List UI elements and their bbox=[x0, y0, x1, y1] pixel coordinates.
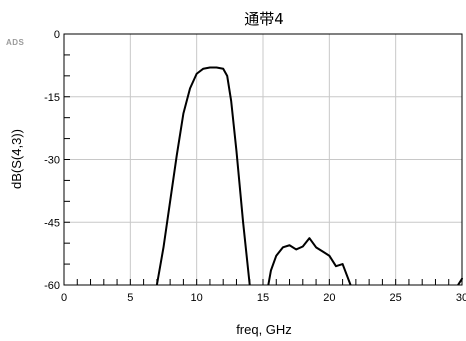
grid bbox=[63, 33, 463, 286]
y-tick-labels: 0 -15 -30 -45 -60 bbox=[44, 29, 60, 292]
x-tick-label-5: 25 bbox=[390, 292, 402, 304]
x-tick-label-3: 15 bbox=[257, 292, 269, 304]
x-axis-label: freq, GHz bbox=[236, 322, 292, 337]
y-tick-label-0: 0 bbox=[54, 29, 60, 41]
minor-ticks bbox=[64, 54, 450, 285]
series-line-0-segment-1 bbox=[267, 237, 352, 285]
y-axis-label: dB(S(4,3)) bbox=[9, 129, 24, 189]
y-tick-label-2: -30 bbox=[44, 155, 60, 167]
x-tick-label-0: 0 bbox=[61, 292, 67, 304]
series-line-0-segment-0 bbox=[155, 66, 251, 285]
series-line-0-segment-2 bbox=[457, 277, 463, 285]
x-tick-labels: 0 5 10 15 20 25 30 bbox=[61, 292, 466, 304]
y-tick-label-3: -45 bbox=[44, 217, 60, 229]
chart-title: 通带4 bbox=[244, 10, 284, 28]
x-tick-label-2: 10 bbox=[191, 292, 203, 304]
y-tick-label-1: -15 bbox=[44, 92, 60, 104]
series-group bbox=[155, 66, 463, 285]
x-tick-label-6: 30 bbox=[456, 292, 466, 304]
ads-logo: ADS bbox=[6, 38, 25, 47]
x-tick-label-4: 20 bbox=[323, 292, 335, 304]
y-tick-label-4: -60 bbox=[44, 280, 60, 292]
x-tick-label-1: 5 bbox=[127, 292, 133, 304]
